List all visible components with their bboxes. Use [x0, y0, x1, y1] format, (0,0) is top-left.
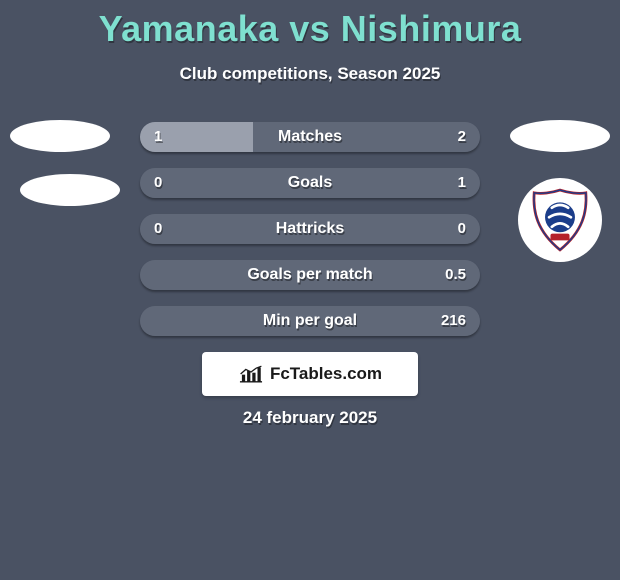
player-left-placeholder-1 [10, 120, 110, 152]
bar-value-right: 0.5 [445, 260, 466, 290]
bar-value-left: 0 [154, 214, 162, 244]
bar-value-left: 1 [154, 122, 162, 152]
bar-value-right: 1 [458, 168, 466, 198]
bar-row: Hattricks0 0 [140, 214, 480, 244]
player-left-placeholder-2 [20, 174, 120, 206]
player-right-placeholder-1 [510, 120, 610, 152]
bar-label: Min per goal [140, 306, 480, 336]
bar-value-right: 216 [441, 306, 466, 336]
page-title: Yamanaka vs Nishimura [0, 0, 620, 50]
bar-row: Goals per match0.5 [140, 260, 480, 290]
bar-label: Goals per match [140, 260, 480, 290]
comparison-bars: Matches12Goals01Hattricks00Goals per mat… [140, 122, 480, 352]
bar-value-right: 2 [458, 122, 466, 152]
bar-label: Goals [140, 168, 480, 198]
team-badge-right [518, 178, 602, 262]
bar-label: Matches [140, 122, 480, 152]
bar-value-right: 0 [458, 214, 466, 244]
bar-row: Min per goal216 [140, 306, 480, 336]
bar-value-left: 0 [154, 168, 162, 198]
chart-icon [238, 364, 264, 384]
date-text: 24 february 2025 [0, 408, 620, 428]
bar-row: Goals0 1 [140, 168, 480, 198]
bar-row: Matches1 2 [140, 122, 480, 152]
page-subtitle: Club competitions, Season 2025 [0, 64, 620, 84]
watermark-text: FcTables.com [270, 364, 382, 384]
bar-label: Hattricks [140, 214, 480, 244]
crest-icon [526, 186, 594, 254]
watermark: FcTables.com [202, 352, 418, 396]
